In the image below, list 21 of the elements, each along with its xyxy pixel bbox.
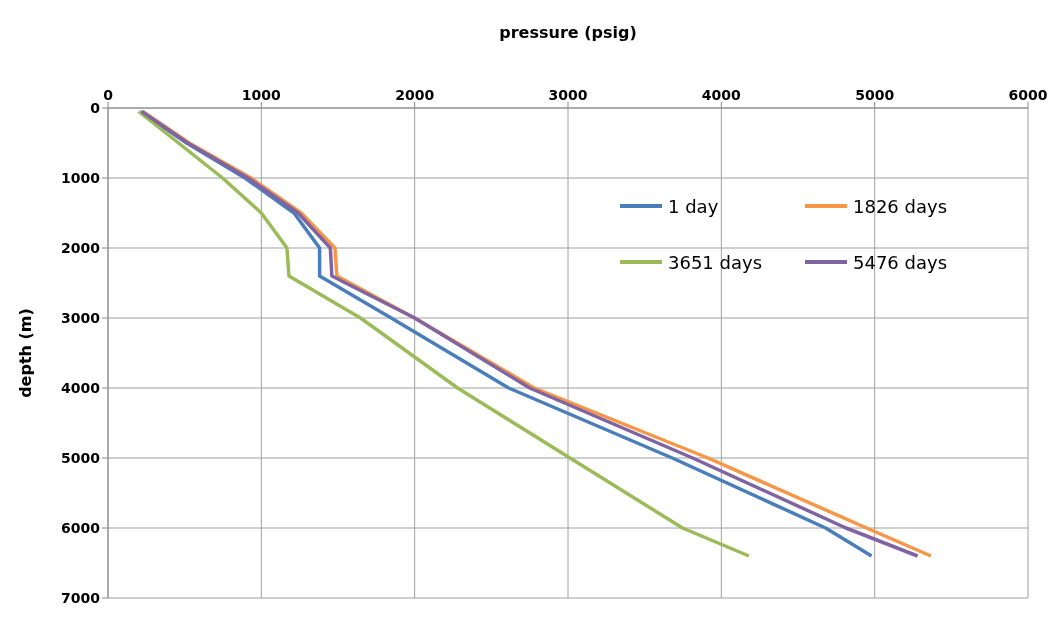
- x-tick-label: 1000: [241, 87, 282, 103]
- x-tick-label: 2000: [395, 87, 435, 103]
- y-tick-label: 2000: [61, 239, 101, 256]
- legend-label: 1 day: [668, 195, 719, 217]
- x-tick-label: 0: [103, 87, 114, 103]
- legend-label: 5476 days: [853, 251, 948, 273]
- y-tick-label: 4000: [61, 379, 101, 396]
- y-tick-label: 3000: [61, 309, 101, 326]
- x-tick-label: 5000: [855, 87, 895, 103]
- y-tick-label: 5000: [61, 449, 101, 466]
- y-tick-label: 6000: [61, 519, 101, 536]
- y-tick-label: 1000: [61, 169, 101, 186]
- x-tick-label: 3000: [548, 87, 588, 103]
- y-tick-label: 0: [90, 99, 101, 116]
- x-tick-label: 6000: [1008, 87, 1048, 103]
- y-axis-title: depth (m): [15, 308, 35, 398]
- x-axis-title: pressure (psig): [499, 23, 637, 42]
- x-tick-label: 4000: [701, 87, 742, 103]
- legend-label: 1826 days: [853, 195, 948, 217]
- y-tick-label: 7000: [61, 589, 101, 606]
- legend-label: 3651 days: [668, 251, 763, 273]
